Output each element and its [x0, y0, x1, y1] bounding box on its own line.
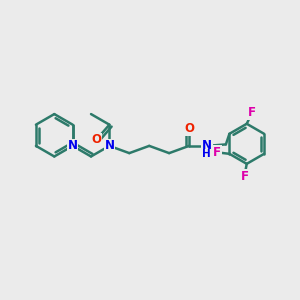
Text: F: F: [248, 106, 256, 119]
Text: N: N: [104, 140, 114, 152]
Text: N: N: [68, 140, 78, 152]
Text: N: N: [202, 140, 212, 152]
Text: H: H: [202, 149, 211, 159]
Text: O: O: [184, 122, 194, 135]
Text: F: F: [213, 146, 221, 159]
Text: O: O: [91, 134, 101, 146]
Text: F: F: [240, 170, 248, 183]
